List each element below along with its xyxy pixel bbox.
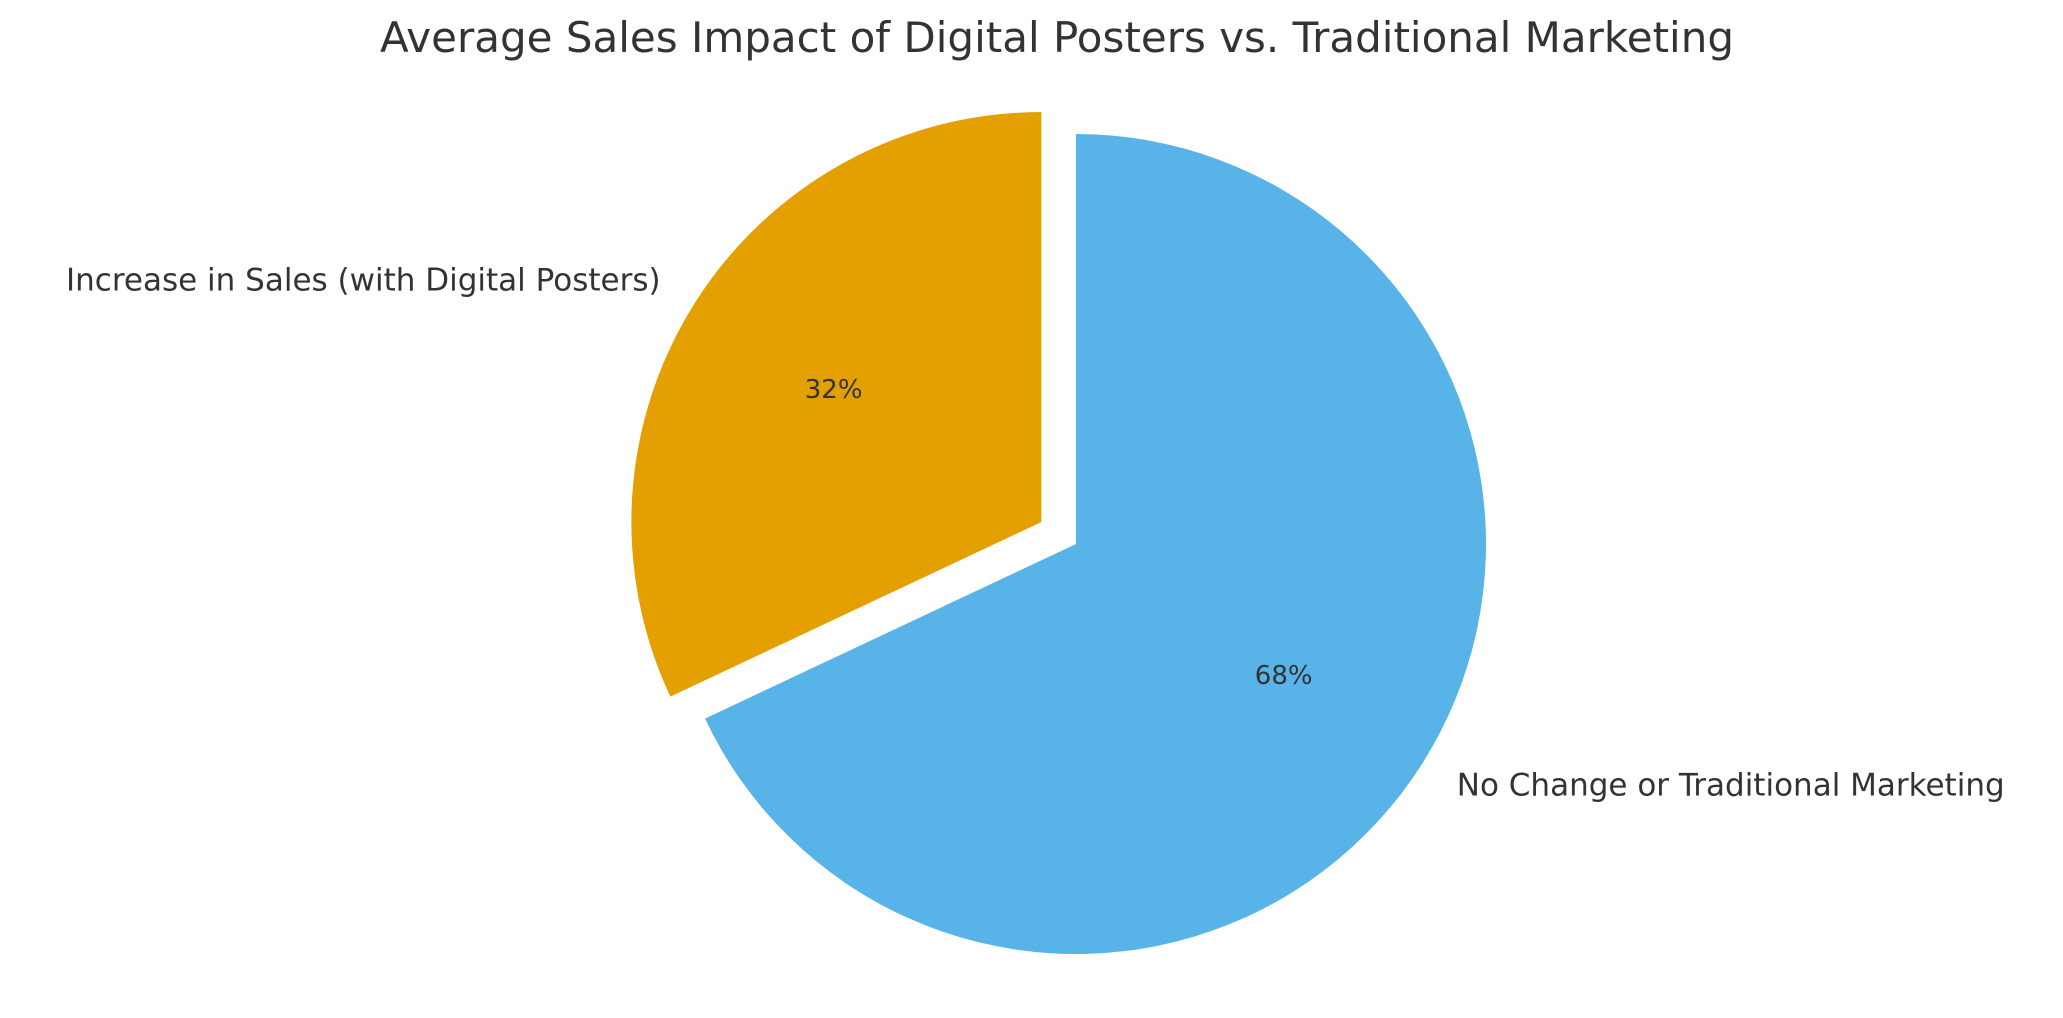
chart-title: Average Sales Impact of Digital Posters … xyxy=(380,13,1734,62)
pie-slice-0-percent: 32% xyxy=(805,375,863,405)
pie-slices xyxy=(631,112,1487,954)
pie-slice-0 xyxy=(631,112,1042,697)
pie-slice-1-label: No Change or Traditional Marketing xyxy=(1457,768,2005,804)
pie-slice-1-percent: 68% xyxy=(1255,661,1313,691)
pie-slice-1 xyxy=(705,134,1487,954)
pie-labels: 32% Increase in Sales (with Digital Poste… xyxy=(66,262,2005,803)
pie-slice-0-label: Increase in Sales (with Digital Posters) xyxy=(66,262,661,298)
